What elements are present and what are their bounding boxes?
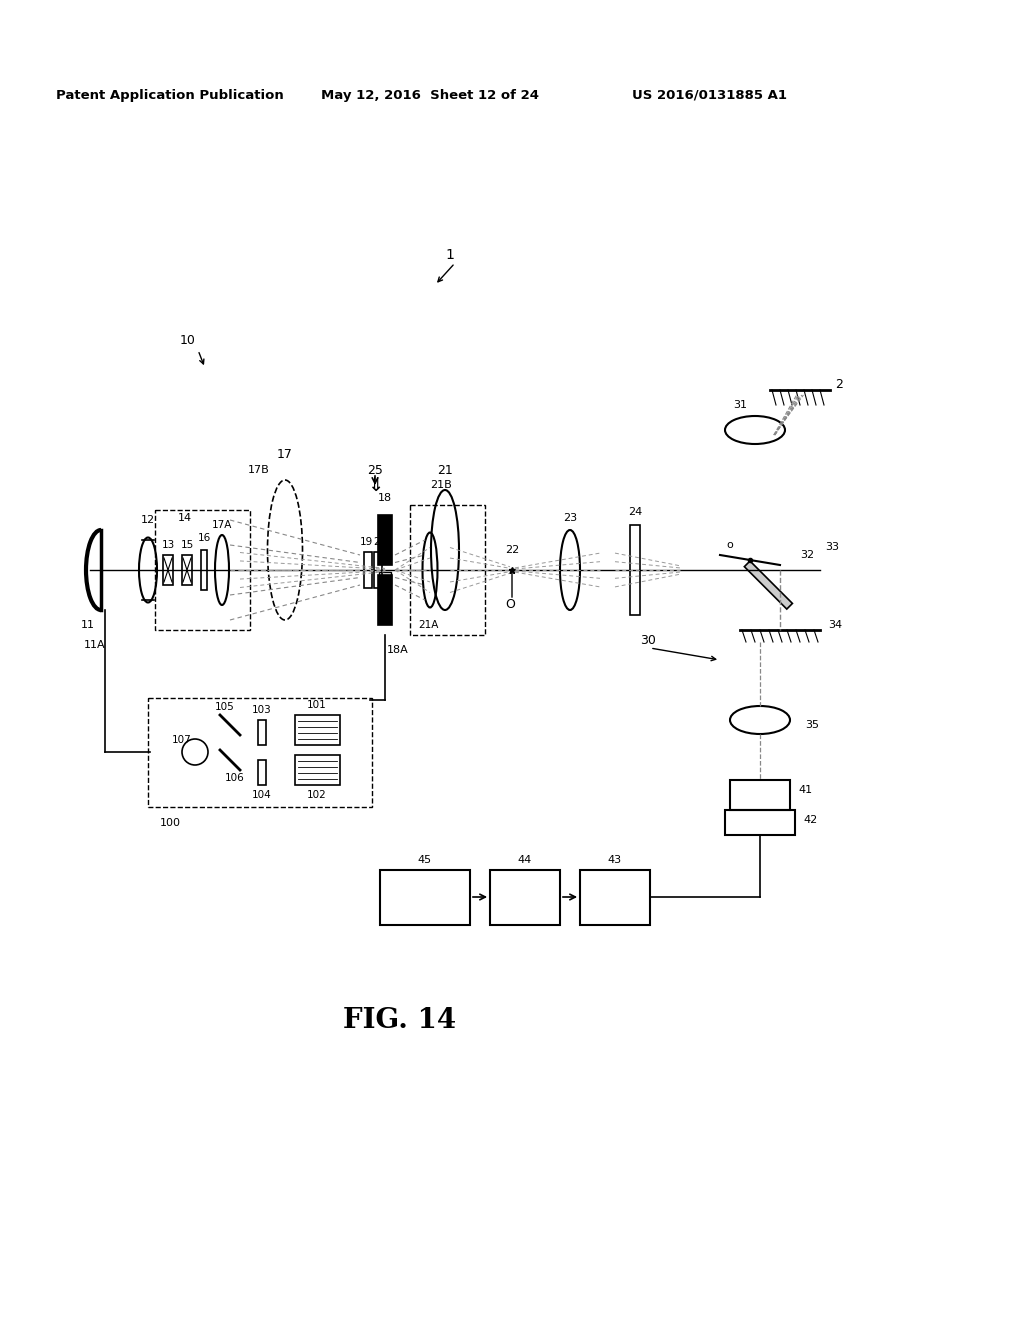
Text: 31: 31 xyxy=(733,400,746,411)
Bar xyxy=(378,576,392,624)
Text: 34: 34 xyxy=(828,620,842,630)
Text: 42: 42 xyxy=(803,814,817,825)
Text: 11: 11 xyxy=(81,620,95,630)
Text: o: o xyxy=(727,540,733,550)
Text: 43: 43 xyxy=(608,855,622,865)
Bar xyxy=(374,552,382,587)
Bar xyxy=(295,755,340,785)
Text: 20: 20 xyxy=(374,537,387,546)
Bar xyxy=(182,554,193,585)
Text: Patent Application Publication: Patent Application Publication xyxy=(56,88,284,102)
Text: 14: 14 xyxy=(178,513,193,523)
Text: 17A: 17A xyxy=(212,520,232,531)
Bar xyxy=(630,525,640,615)
Text: 2: 2 xyxy=(835,379,843,392)
Text: 17B: 17B xyxy=(248,465,270,475)
Bar xyxy=(201,550,207,590)
Text: 32: 32 xyxy=(800,550,814,560)
Text: FIG. 14: FIG. 14 xyxy=(343,1006,457,1034)
Text: 103: 103 xyxy=(252,705,272,715)
Text: 21: 21 xyxy=(437,463,453,477)
Text: 1: 1 xyxy=(445,248,454,261)
Text: ⇓: ⇓ xyxy=(367,475,383,495)
Text: 17: 17 xyxy=(278,449,293,462)
Text: 35: 35 xyxy=(805,719,819,730)
Text: 10: 10 xyxy=(180,334,196,346)
Text: 21A: 21A xyxy=(418,620,438,630)
Text: 45: 45 xyxy=(418,855,432,865)
Bar xyxy=(364,552,372,587)
Bar xyxy=(725,810,795,836)
Text: 18: 18 xyxy=(378,492,392,503)
Text: 24: 24 xyxy=(628,507,642,517)
Text: 107: 107 xyxy=(172,735,191,744)
Text: 33: 33 xyxy=(825,543,839,552)
Bar xyxy=(258,760,266,785)
Bar xyxy=(380,870,470,925)
Text: 30: 30 xyxy=(640,634,656,647)
Bar xyxy=(379,572,391,583)
Text: 18A: 18A xyxy=(387,645,409,655)
Text: 11A: 11A xyxy=(84,640,105,649)
Text: 19: 19 xyxy=(359,537,373,546)
Text: O: O xyxy=(505,598,515,611)
Bar xyxy=(163,554,173,585)
Text: 12: 12 xyxy=(141,515,155,525)
Text: 106: 106 xyxy=(225,774,245,783)
Text: 101: 101 xyxy=(307,700,327,710)
Text: 100: 100 xyxy=(160,818,181,828)
Bar xyxy=(295,715,340,744)
Bar xyxy=(580,870,650,925)
Bar xyxy=(490,870,560,925)
Text: 21B: 21B xyxy=(430,480,452,490)
Text: 23: 23 xyxy=(563,513,578,523)
Bar xyxy=(730,780,790,810)
Text: 41: 41 xyxy=(798,785,812,795)
Text: 22: 22 xyxy=(505,545,519,554)
Bar xyxy=(258,719,266,744)
Text: 105: 105 xyxy=(215,702,234,711)
Text: 44: 44 xyxy=(518,855,532,865)
Text: 104: 104 xyxy=(252,789,272,800)
Bar xyxy=(378,515,392,565)
Text: 25: 25 xyxy=(367,463,383,477)
Bar xyxy=(744,561,793,609)
Text: 15: 15 xyxy=(180,540,194,550)
Text: 16: 16 xyxy=(198,533,211,543)
Text: 102: 102 xyxy=(307,789,327,800)
Text: May 12, 2016  Sheet 12 of 24: May 12, 2016 Sheet 12 of 24 xyxy=(321,88,539,102)
Text: US 2016/0131885 A1: US 2016/0131885 A1 xyxy=(633,88,787,102)
Text: 13: 13 xyxy=(162,540,175,550)
